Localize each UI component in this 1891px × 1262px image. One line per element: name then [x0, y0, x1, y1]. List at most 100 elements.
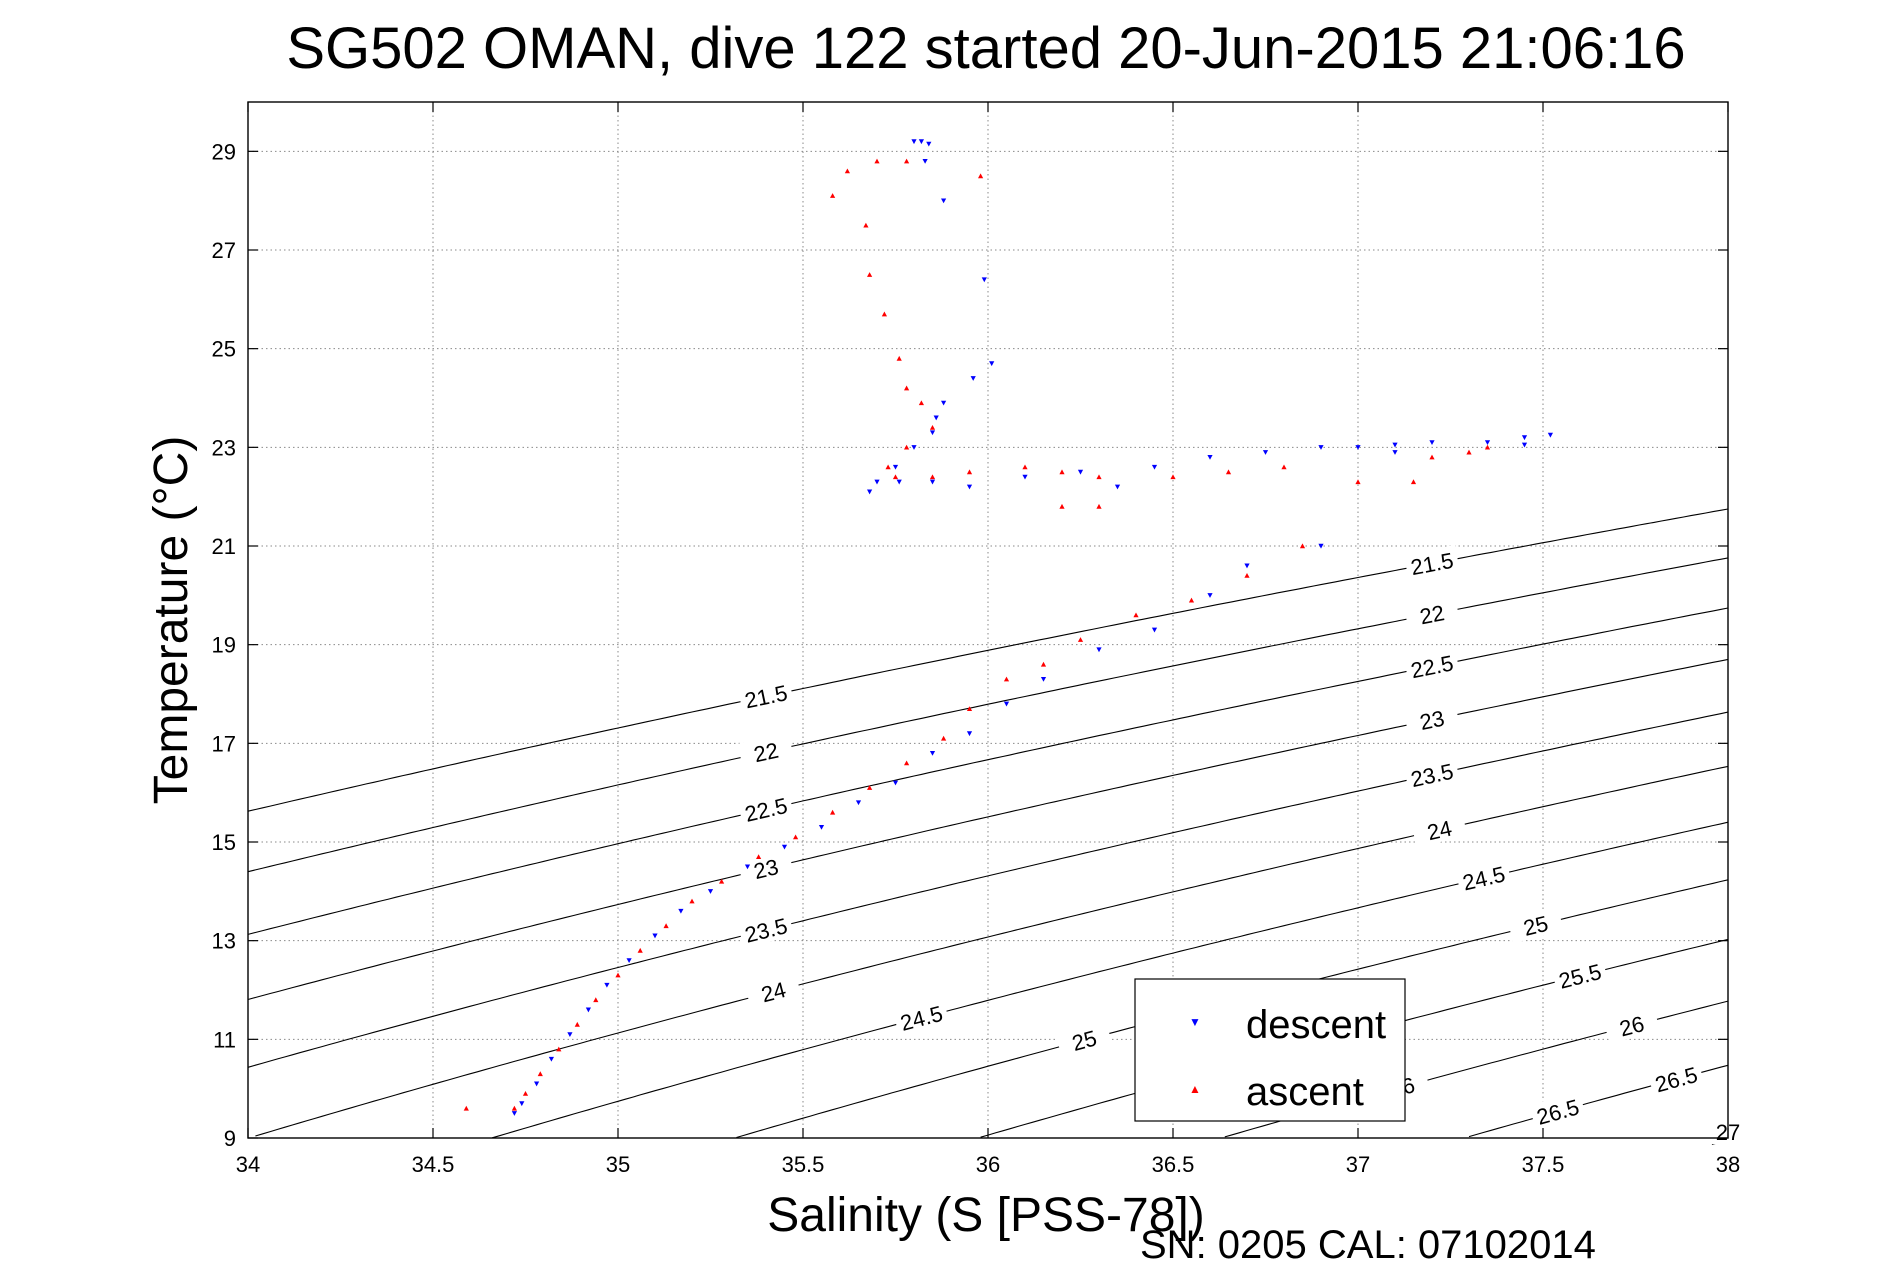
descent-point — [781, 844, 788, 850]
descent-point — [1392, 442, 1398, 448]
descent-point — [1318, 543, 1324, 549]
isopycnal-label-bg — [1410, 810, 1468, 848]
descent-point — [941, 400, 947, 406]
x-tick-label: 34 — [236, 1152, 260, 1177]
descent-point — [1318, 445, 1324, 450]
isopycnal-label-bg — [1403, 595, 1460, 631]
isopycnal-label-bg — [737, 848, 795, 887]
ascent-point — [556, 1046, 562, 1052]
x-tick-label: 36.5 — [1152, 1152, 1195, 1177]
ascent-point — [663, 923, 669, 929]
descent-point — [1262, 450, 1269, 455]
chart-title: SG502 OMAN, dive 122 started 20-Jun-2015… — [286, 16, 1685, 81]
descent-point — [1077, 469, 1084, 475]
isopycnal-label-bg — [1403, 544, 1460, 581]
ascent-point — [537, 1071, 543, 1077]
descent-point — [855, 800, 862, 806]
ascent-point — [1244, 573, 1250, 578]
ascent-point — [896, 355, 902, 361]
isopycnal-label-bg — [737, 677, 794, 714]
ascent-point — [830, 193, 836, 198]
ascent-point — [874, 158, 880, 164]
x-axis-label: Salinity (S [PSS-78]) — [767, 1189, 1204, 1242]
x-tick-label: 35.5 — [782, 1152, 825, 1177]
isopycnal-label: 24 — [759, 977, 789, 1007]
isopycnal-label: 22 — [1418, 600, 1447, 629]
descent-point — [1114, 484, 1121, 490]
y-tick-label: 13 — [212, 929, 236, 954]
y-tick-label: 9 — [224, 1126, 236, 1151]
descent-point — [652, 933, 658, 939]
ascent-point — [1096, 474, 1102, 480]
ascent-point — [1355, 479, 1361, 485]
descent-point — [1022, 474, 1028, 480]
ascent-point — [689, 898, 695, 904]
ascent-point — [830, 809, 836, 815]
x-tick-label: 34.5 — [412, 1152, 455, 1177]
descent-point — [911, 139, 917, 145]
y-tick-label: 19 — [212, 633, 236, 658]
ascent-point — [1170, 474, 1176, 480]
x-tick-label: 37 — [1346, 1152, 1370, 1177]
ascent-point — [1188, 597, 1195, 603]
isopycnal-line — [255, 765, 1729, 1137]
ascent-point — [867, 272, 873, 277]
descent-point — [567, 1032, 573, 1037]
descent-point — [933, 415, 939, 421]
isopycnal-label: 24 — [1425, 816, 1454, 846]
isopycnal-label: 26 — [1617, 1011, 1647, 1041]
isopycnal-label-bg — [1551, 955, 1609, 994]
isopycnal-label: 22 — [751, 738, 780, 768]
y-tick-label: 21 — [212, 534, 236, 559]
descent-point — [1392, 450, 1398, 455]
descent-point — [966, 484, 973, 490]
x-tick-label: 37.5 — [1522, 1152, 1565, 1177]
legend-ascent-marker: ▲ — [1189, 1082, 1201, 1096]
descent-point — [1151, 464, 1158, 470]
ascent-point — [637, 947, 643, 953]
ascent-point — [941, 735, 947, 741]
descent-point — [970, 376, 976, 381]
ascent-point — [1040, 661, 1047, 667]
x-tick-label: 36 — [976, 1152, 1000, 1177]
ascent-point — [1466, 449, 1472, 455]
isopycnal-label: 23 — [1418, 706, 1447, 735]
descent-point — [926, 141, 932, 147]
descent-point — [1429, 440, 1435, 445]
ascent-point — [892, 474, 899, 480]
ascent-point — [615, 972, 621, 978]
descent-point — [929, 751, 936, 756]
x-tick-label: 35 — [606, 1152, 630, 1177]
y-tick-label: 17 — [212, 731, 236, 756]
descent-point — [1547, 432, 1553, 438]
ascent-point — [1429, 454, 1435, 460]
y-tick-label: 27 — [212, 238, 236, 263]
ascent-point — [1022, 464, 1028, 470]
descent-point — [896, 479, 902, 485]
descent-point — [1244, 563, 1250, 569]
descent-point — [626, 958, 632, 963]
ascent-point — [867, 785, 873, 790]
descent-point — [941, 198, 947, 204]
ascent-point — [904, 444, 910, 450]
axis-ticks: 34 34.5 35 35.5 36 36.5 37 37.5 38 9 11 13 15 17 19 21 2… — [212, 102, 1740, 1177]
descent-point — [1207, 593, 1213, 598]
y-tick-label: 29 — [212, 139, 236, 164]
descent-point — [874, 479, 880, 485]
descent-point — [892, 464, 899, 470]
descent-point — [744, 864, 751, 870]
descent-point — [918, 139, 924, 145]
ascent-point — [885, 464, 891, 470]
ascent-point — [844, 168, 850, 174]
isopycnal-label-bg — [1403, 700, 1460, 737]
isopycnal-label: 23 — [751, 854, 781, 884]
ascent-point — [904, 760, 910, 766]
ascent-point — [463, 1105, 469, 1111]
descent-point — [534, 1081, 540, 1087]
ascent-point — [881, 311, 887, 317]
legend-descent-marker: ▼ — [1189, 1015, 1201, 1029]
ascent-point — [1484, 444, 1491, 450]
descent-point — [604, 982, 610, 988]
descent-point — [519, 1101, 525, 1107]
